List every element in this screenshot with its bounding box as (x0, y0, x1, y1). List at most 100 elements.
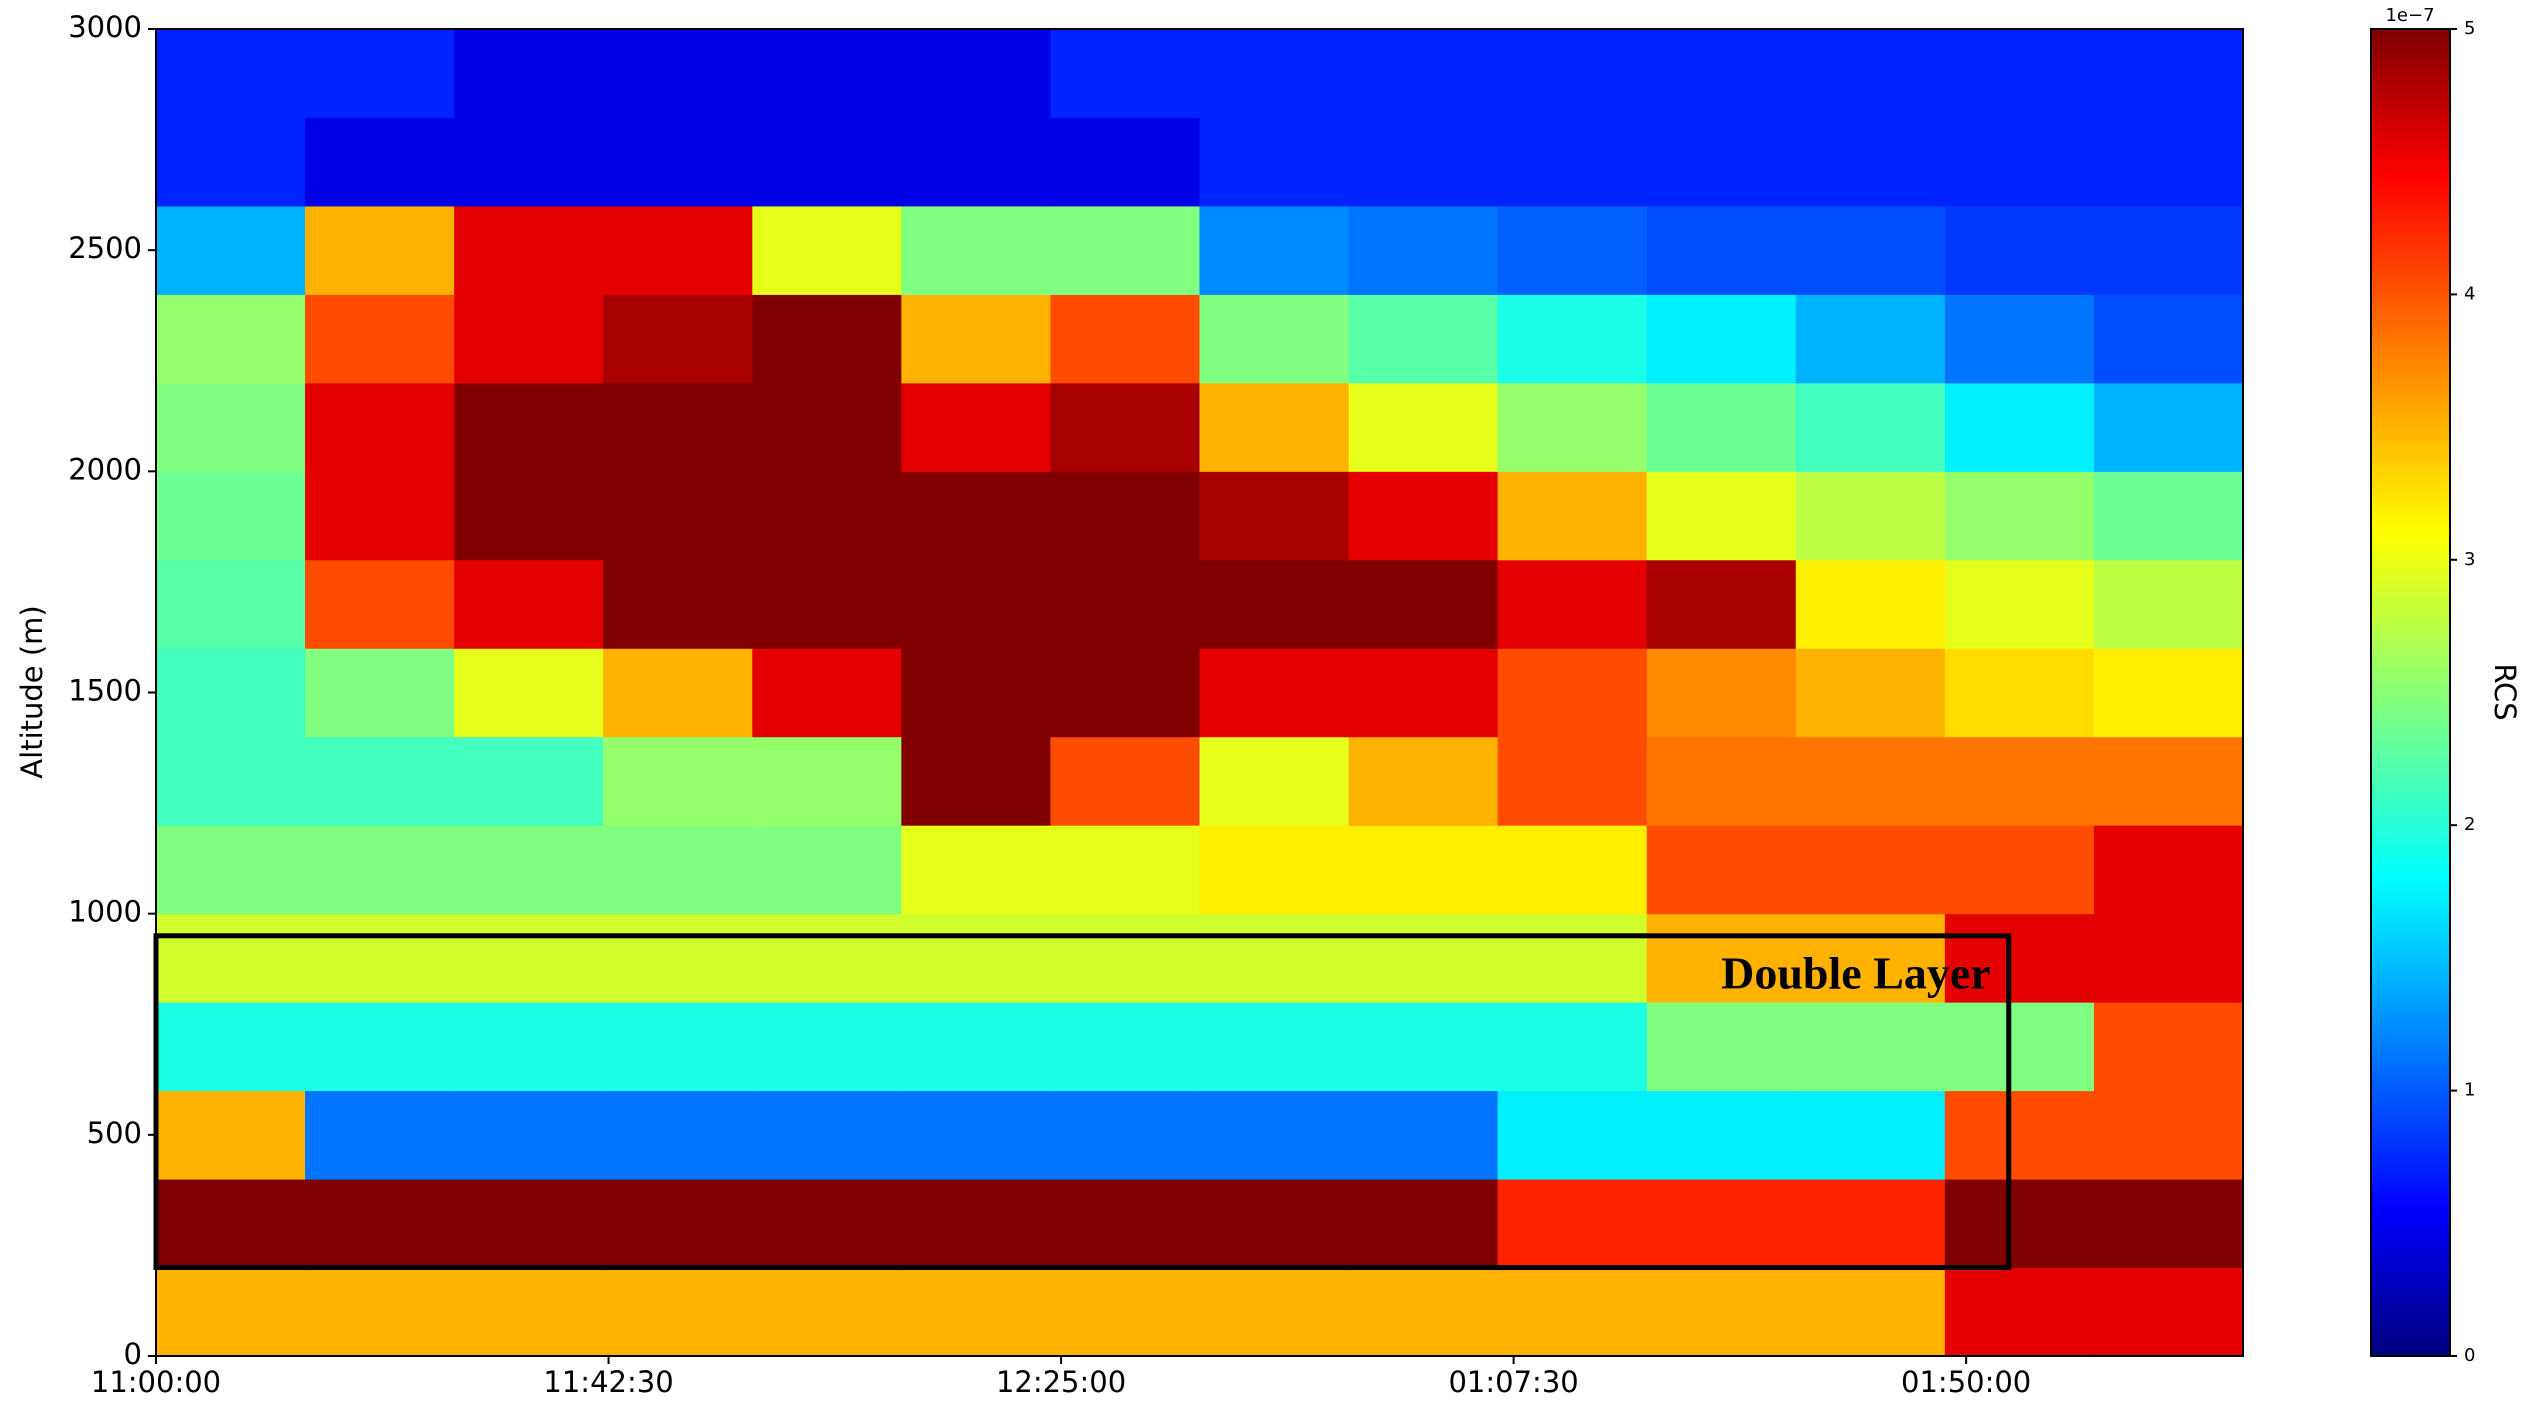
heatmap-cell (603, 825, 753, 915)
heatmap-cell (1646, 1090, 1797, 1180)
heatmap-cell (1199, 913, 1350, 1003)
heatmap-cell (1050, 1002, 1200, 1092)
heatmap-cell (454, 648, 604, 738)
heatmap-cell (1050, 382, 1200, 472)
heatmap-cell (752, 294, 902, 384)
heatmap-cell (603, 1090, 753, 1180)
colorbar-tick-label: 2 (2464, 814, 2475, 835)
heatmap-cell (305, 382, 455, 472)
heatmap-cell (752, 471, 902, 561)
heatmap-cell (901, 29, 1051, 118)
heatmap-cell (1050, 471, 1200, 561)
y-tick-label: 2000 (68, 452, 142, 486)
heatmap-cell (2093, 825, 2244, 915)
heatmap-cell (1795, 913, 1946, 1003)
heatmap-cell (156, 1090, 306, 1180)
heatmap-cell (454, 294, 604, 384)
heatmap-cell (156, 471, 306, 561)
heatmap-cell (752, 1179, 902, 1269)
heatmap-cell (901, 913, 1051, 1003)
heatmap-cell (454, 117, 604, 207)
heatmap-cell (1050, 736, 1200, 826)
heatmap-cell (1050, 1090, 1200, 1180)
heatmap-cell (1348, 559, 1499, 649)
heatmap-cell (603, 913, 753, 1003)
heatmap-cell (1348, 117, 1499, 207)
heatmap-cell (752, 117, 902, 207)
colorbar (2370, 28, 2451, 1357)
heatmap-cell (454, 1090, 604, 1180)
heatmap-cell (1795, 1267, 1946, 1357)
heatmap-cell (603, 471, 753, 561)
heatmap-cell (2093, 294, 2244, 384)
heatmap-cell (752, 1090, 902, 1180)
heatmap-cell (603, 1267, 753, 1357)
heatmap-cell (305, 913, 455, 1003)
x-tick-label: 12:25:00 (996, 1365, 1126, 1399)
heatmap-cell (901, 559, 1051, 649)
y-tick-label: 1500 (68, 674, 142, 708)
heatmap-cell (1944, 117, 2095, 207)
heatmap-cell (2093, 471, 2244, 561)
heatmap-cell (752, 913, 902, 1003)
heatmap-cell (1348, 1090, 1499, 1180)
heatmap-cell (1050, 648, 1200, 738)
heatmap-cell (1646, 913, 1797, 1003)
heatmap-cell (603, 1002, 753, 1092)
heatmap-cell (901, 1002, 1051, 1092)
heatmap-cell (1199, 205, 1350, 295)
heatmap-cell (1199, 1267, 1350, 1357)
heatmap-cell (454, 1002, 604, 1092)
y-tick-label: 500 (87, 1116, 142, 1150)
heatmap-cell (454, 205, 604, 295)
colorbar-tick-label: 0 (2464, 1345, 2475, 1366)
heatmap-cell (603, 205, 753, 295)
heatmap-cell (901, 1179, 1051, 1269)
heatmap-cell (1944, 471, 2095, 561)
heatmap-cell (1348, 825, 1499, 915)
heatmap (156, 29, 2244, 1357)
heatmap-cell (454, 913, 604, 1003)
heatmap-cell (1497, 648, 1648, 738)
heatmap-cell (454, 1267, 604, 1357)
heatmap-cell (752, 1002, 902, 1092)
heatmap-cell (1646, 1267, 1797, 1357)
heatmap-cell (2093, 29, 2244, 118)
heatmap-cell (1497, 205, 1648, 295)
heatmap-cell (2093, 117, 2244, 207)
heatmap-cell (305, 1090, 455, 1180)
heatmap-cell (1944, 559, 2095, 649)
heatmap-cell (1348, 913, 1499, 1003)
heatmap-cell (752, 205, 902, 295)
heatmap-cell (305, 1267, 455, 1357)
heatmap-cell (1795, 294, 1946, 384)
heatmap-cell (1199, 117, 1350, 207)
y-tick-label: 2500 (68, 231, 142, 265)
heatmap-cell (1199, 736, 1350, 826)
heatmap-cell (1199, 471, 1350, 561)
heatmap-cell (1199, 825, 1350, 915)
heatmap-cell (305, 471, 455, 561)
heatmap-cell (603, 648, 753, 738)
heatmap-cell (1646, 559, 1797, 649)
heatmap-cell (1497, 382, 1648, 472)
heatmap-cell (305, 559, 455, 649)
x-tick-label: 01:07:30 (1448, 1365, 1578, 1399)
heatmap-cell (1050, 559, 1200, 649)
heatmap-cell (1944, 1090, 2095, 1180)
heatmap-cell (1199, 294, 1350, 384)
heatmap-cell (1348, 1267, 1499, 1357)
heatmap-cell (1795, 117, 1946, 207)
heatmap-cell (603, 382, 753, 472)
heatmap-cell (156, 29, 306, 118)
heatmap-cell (603, 1179, 753, 1269)
heatmap-cell (156, 1267, 306, 1357)
heatmap-cell (305, 648, 455, 738)
heatmap-cell (1348, 294, 1499, 384)
heatmap-cell (1050, 117, 1200, 207)
heatmap-cell (1050, 205, 1200, 295)
heatmap-cell (752, 29, 902, 118)
heatmap-cell (1646, 648, 1797, 738)
heatmap-cell (752, 736, 902, 826)
